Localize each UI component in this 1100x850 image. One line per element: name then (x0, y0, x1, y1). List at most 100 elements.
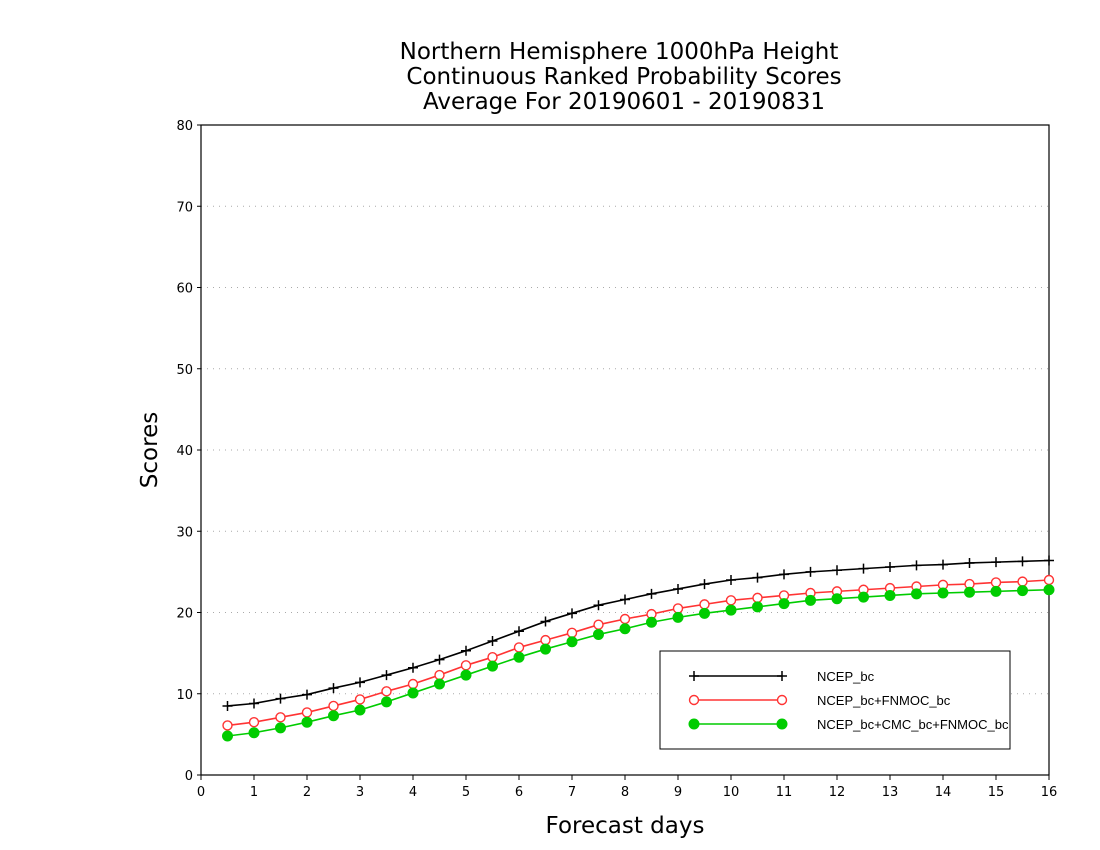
data-point (672, 611, 684, 623)
legend-marker (776, 694, 788, 706)
legend: NCEP_bc NCEP_bc+FNMOC_bc NCEP_bc+CMC_bc+FN… (659, 650, 1011, 750)
data-point (672, 603, 684, 614)
title-line-1: Northern Hemisphere 1000hPa Height (400, 39, 839, 65)
data-point (911, 560, 922, 571)
series-layer (222, 555, 1055, 742)
y-tick-label: 80 (176, 119, 193, 134)
legend-marker (777, 671, 787, 681)
x-tick-label: 3 (356, 785, 364, 800)
legend-marker (688, 694, 700, 706)
y-tick-label: 50 (176, 363, 193, 378)
data-point (593, 628, 604, 640)
legend-entry-2: NCEP_bc+FNMOC_bc (688, 693, 951, 708)
title-line-2: Continuous Ranked Probability Scores (406, 64, 841, 90)
data-point (726, 575, 736, 585)
data-point (513, 642, 525, 653)
data-point (248, 727, 260, 739)
data-point (1017, 585, 1028, 597)
data-point (434, 678, 445, 690)
data-point (1017, 556, 1028, 567)
data-point (461, 645, 471, 656)
data-point (699, 607, 710, 619)
series-1 (222, 555, 1054, 711)
data-point (620, 594, 630, 605)
data-point (938, 559, 948, 570)
data-point (328, 683, 339, 694)
data-point (699, 579, 710, 590)
x-tick-label: 13 (882, 785, 899, 800)
data-point (1017, 576, 1028, 587)
data-point (699, 599, 710, 610)
x-tick-label: 4 (409, 785, 417, 800)
data-point (646, 616, 657, 628)
data-point (832, 565, 842, 576)
x-tick-label: 8 (621, 785, 629, 800)
data-point (301, 716, 313, 728)
data-point (408, 662, 418, 673)
y-tick-label: 40 (176, 444, 193, 459)
data-point (407, 678, 419, 690)
data-point (275, 722, 286, 734)
x-tick-label: 9 (674, 785, 682, 800)
data-point (381, 686, 392, 697)
data-point (540, 643, 551, 655)
data-point (937, 587, 949, 599)
data-point (328, 710, 339, 722)
data-point (513, 651, 525, 663)
x-tick-label: 16 (1041, 785, 1058, 800)
data-point (779, 569, 789, 580)
data-point (752, 601, 763, 613)
x-tick-label: 5 (462, 785, 470, 800)
data-point (381, 670, 392, 681)
data-point (222, 720, 233, 731)
data-point (673, 583, 683, 594)
x-tick-label: 11 (776, 785, 793, 800)
data-point (487, 660, 498, 672)
data-point (566, 636, 578, 648)
data-point (302, 689, 312, 700)
data-point (884, 589, 896, 601)
data-point (1043, 574, 1055, 586)
data-point (355, 677, 365, 688)
data-point (858, 591, 869, 603)
x-tick-label: 15 (988, 785, 1005, 800)
data-point (990, 577, 1002, 588)
data-point (301, 707, 313, 718)
data-point (487, 635, 498, 646)
data-point (328, 700, 339, 712)
data-point (487, 651, 498, 663)
legend-entry-1: NCEP_bc (689, 669, 875, 684)
data-point (566, 627, 578, 639)
title-line-3: Average For 20190601 - 20190831 (423, 89, 825, 115)
data-point (752, 572, 763, 583)
x-tick-label: 7 (568, 785, 576, 800)
data-point (540, 634, 551, 646)
data-point (593, 619, 604, 630)
chart-title: Northern Hemisphere 1000hPa Height Conti… (400, 39, 842, 115)
data-point (964, 557, 975, 568)
data-point (646, 588, 657, 599)
data-point (1043, 584, 1055, 596)
y-tick-label: 30 (176, 525, 193, 540)
data-point (991, 557, 1001, 568)
data-point (354, 704, 366, 716)
data-point (222, 730, 233, 742)
data-point (858, 563, 869, 574)
data-point (407, 687, 419, 699)
y-tick-label: 60 (176, 282, 193, 297)
data-point (593, 600, 604, 611)
y-tick-label: 20 (176, 607, 193, 622)
data-point (567, 608, 577, 619)
data-point (460, 669, 472, 681)
x-tick-label: 6 (515, 785, 523, 800)
x-axis-title: Forecast days (546, 813, 705, 839)
data-point (381, 696, 392, 708)
data-point (275, 693, 286, 704)
legend-marker (689, 671, 699, 681)
data-point (248, 716, 260, 728)
x-tick-label: 0 (197, 785, 205, 800)
data-point (514, 626, 524, 637)
y-tick-label: 70 (176, 200, 193, 215)
